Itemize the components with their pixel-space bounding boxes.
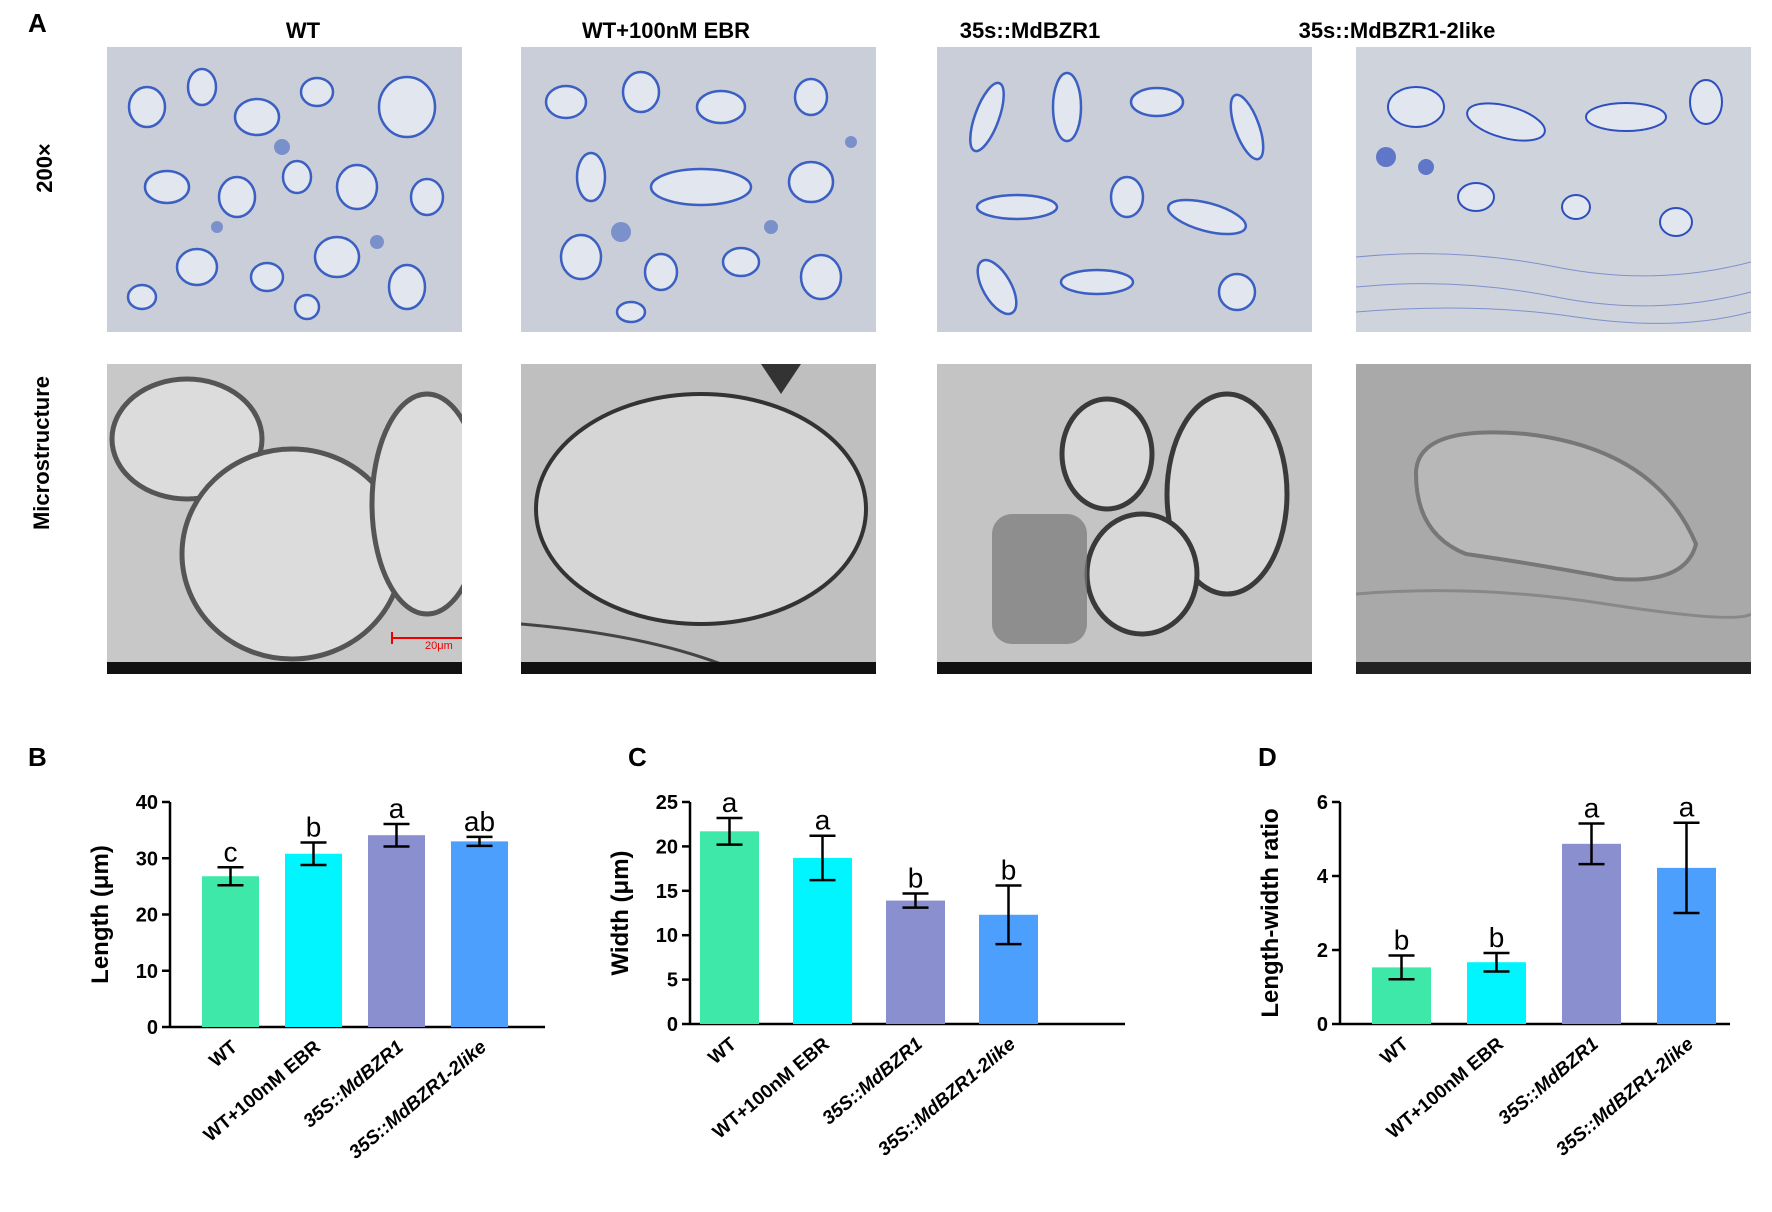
- micrograph-200x-wt-ebr: [521, 47, 876, 332]
- panel-d-letter: D: [1258, 742, 1277, 772]
- tem-image-mdbzr1: [937, 364, 1312, 674]
- chart-width: 0 5 10 15 20 25 Width (μm) a WT a WT+100nM EBR b 35S…: [600, 740, 1220, 1210]
- y-tick-label: 5: [667, 970, 678, 992]
- y-axis-label: Length (μm): [87, 845, 114, 984]
- significance-letter: c: [224, 836, 238, 867]
- significance-letter: a: [815, 805, 831, 836]
- bar: [886, 900, 945, 1024]
- panel-a-letter: A: [28, 8, 47, 38]
- significance-letter: b: [1489, 922, 1505, 953]
- y-tick-label: 2: [1317, 940, 1328, 962]
- tem-image-wt-ebr: [521, 364, 876, 674]
- row-label-200x: 200×: [32, 143, 57, 193]
- significance-letter: a: [1679, 792, 1695, 823]
- panel-b-letter: B: [28, 742, 47, 772]
- x-tick-label: WT: [1377, 1033, 1413, 1068]
- y-tick-label: 0: [147, 1017, 158, 1039]
- micrograph-200x-mdbzr1-2like: [1356, 47, 1751, 332]
- row-label-microstructure: Microstructure: [29, 375, 54, 531]
- y-tick-label: 10: [656, 925, 678, 947]
- y-tick-label: 25: [656, 792, 678, 814]
- significance-letter: a: [722, 787, 738, 818]
- micrograph-200x-wt: [107, 47, 462, 332]
- tem-image-wt: 20μm: [107, 364, 462, 674]
- scale-bar-label: 20μm: [425, 640, 453, 652]
- significance-letter: a: [389, 793, 405, 824]
- column-title-wt-ebr: WT+100nM EBR: [581, 18, 751, 43]
- bar: [1562, 843, 1621, 1024]
- y-tick-label: 0: [1317, 1014, 1328, 1036]
- y-tick-label: 15: [656, 881, 678, 903]
- significance-letter: a: [1584, 792, 1600, 823]
- bar: [793, 857, 852, 1024]
- column-title-mdbzr1-2like: 35s::MdBZR1-2like: [1298, 18, 1496, 43]
- y-tick-label: 10: [136, 961, 158, 983]
- bar: [700, 831, 759, 1024]
- significance-letter: b: [306, 812, 322, 843]
- y-tick-label: 4: [1317, 866, 1329, 888]
- panel-c-letter: C: [628, 742, 647, 772]
- y-tick-label: 20: [656, 836, 678, 858]
- chart-ratio: 0 2 4 6 Length-width ratio b WT b WT+100nM EBR a 3…: [1225, 740, 1770, 1210]
- tem-image-mdbzr1-2like: [1356, 364, 1751, 674]
- x-tick-label: 35S::MdBZR1-2like: [345, 1036, 491, 1163]
- column-title-wt: WT: [285, 18, 321, 43]
- y-tick-label: 40: [136, 792, 158, 814]
- significance-letter: b: [908, 862, 924, 893]
- significance-letter: b: [1394, 925, 1410, 956]
- bar: [451, 841, 508, 1027]
- y-tick-label: 20: [136, 905, 158, 927]
- y-tick-label: 0: [667, 1014, 678, 1036]
- bar: [285, 853, 342, 1027]
- y-tick-label: 6: [1317, 792, 1328, 814]
- y-axis-label: Length-width ratio: [1257, 808, 1284, 1017]
- chart-length: 0 10 20 30 40 Length (μm) c WT b WT+100nM EBR a 35S…: [0, 740, 600, 1210]
- x-tick-label: WT: [705, 1033, 741, 1068]
- column-title-mdbzr1: 35s::MdBZR1: [959, 18, 1101, 43]
- significance-letter: b: [1001, 854, 1017, 885]
- significance-letter: ab: [464, 806, 495, 837]
- bar: [202, 876, 259, 1027]
- bar: [368, 835, 425, 1027]
- y-axis-label: Width (μm): [607, 850, 634, 975]
- micrograph-200x-mdbzr1: [937, 47, 1312, 332]
- x-tick-label: WT: [206, 1036, 242, 1071]
- y-tick-label: 30: [136, 848, 158, 870]
